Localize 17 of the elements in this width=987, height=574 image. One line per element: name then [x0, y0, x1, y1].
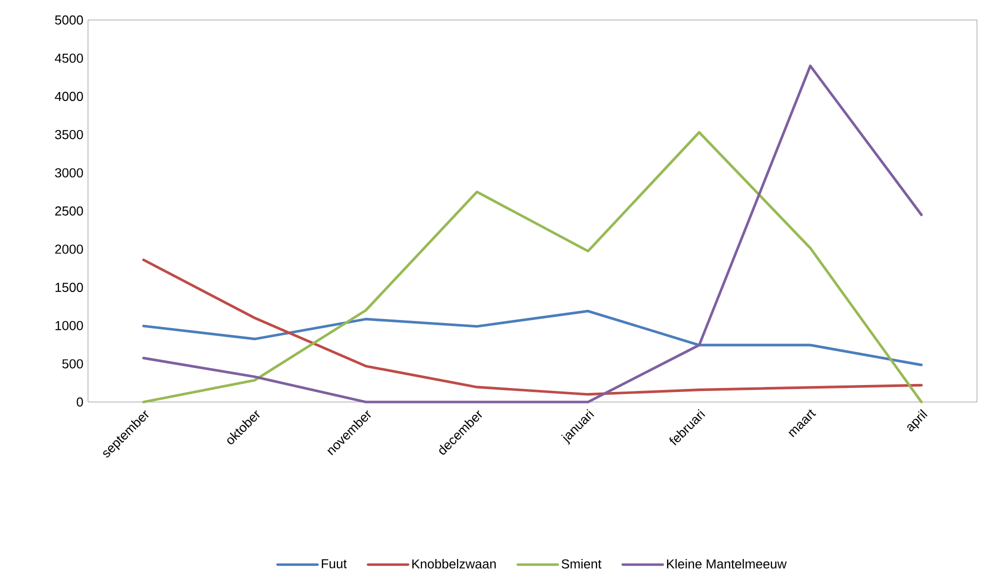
- legend-label: Kleine Mantelmeeuw: [667, 558, 787, 568]
- y-tick-label: 2000: [55, 244, 83, 254]
- y-tick-label: 3000: [55, 168, 83, 178]
- y-tick-label: 4000: [54, 92, 83, 101]
- legend-label: Smient: [562, 558, 602, 568]
- y-tick-label: 4500: [54, 53, 83, 63]
- y-tick-label: 1000: [56, 320, 83, 330]
- y-tick-label: 2500: [55, 206, 83, 216]
- y-tick-label: 500: [62, 359, 83, 368]
- legend-label: Knobbelzwaan: [412, 558, 496, 568]
- y-tick-label: 5000: [55, 15, 83, 24]
- legend-label: Fuut: [322, 559, 347, 568]
- y-tick-label: 3500: [55, 130, 83, 140]
- y-tick-label: 1500: [56, 282, 83, 292]
- y-tick-label: 0: [76, 397, 83, 406]
- line-series: [142, 130, 923, 404]
- line-series: [142, 310, 923, 366]
